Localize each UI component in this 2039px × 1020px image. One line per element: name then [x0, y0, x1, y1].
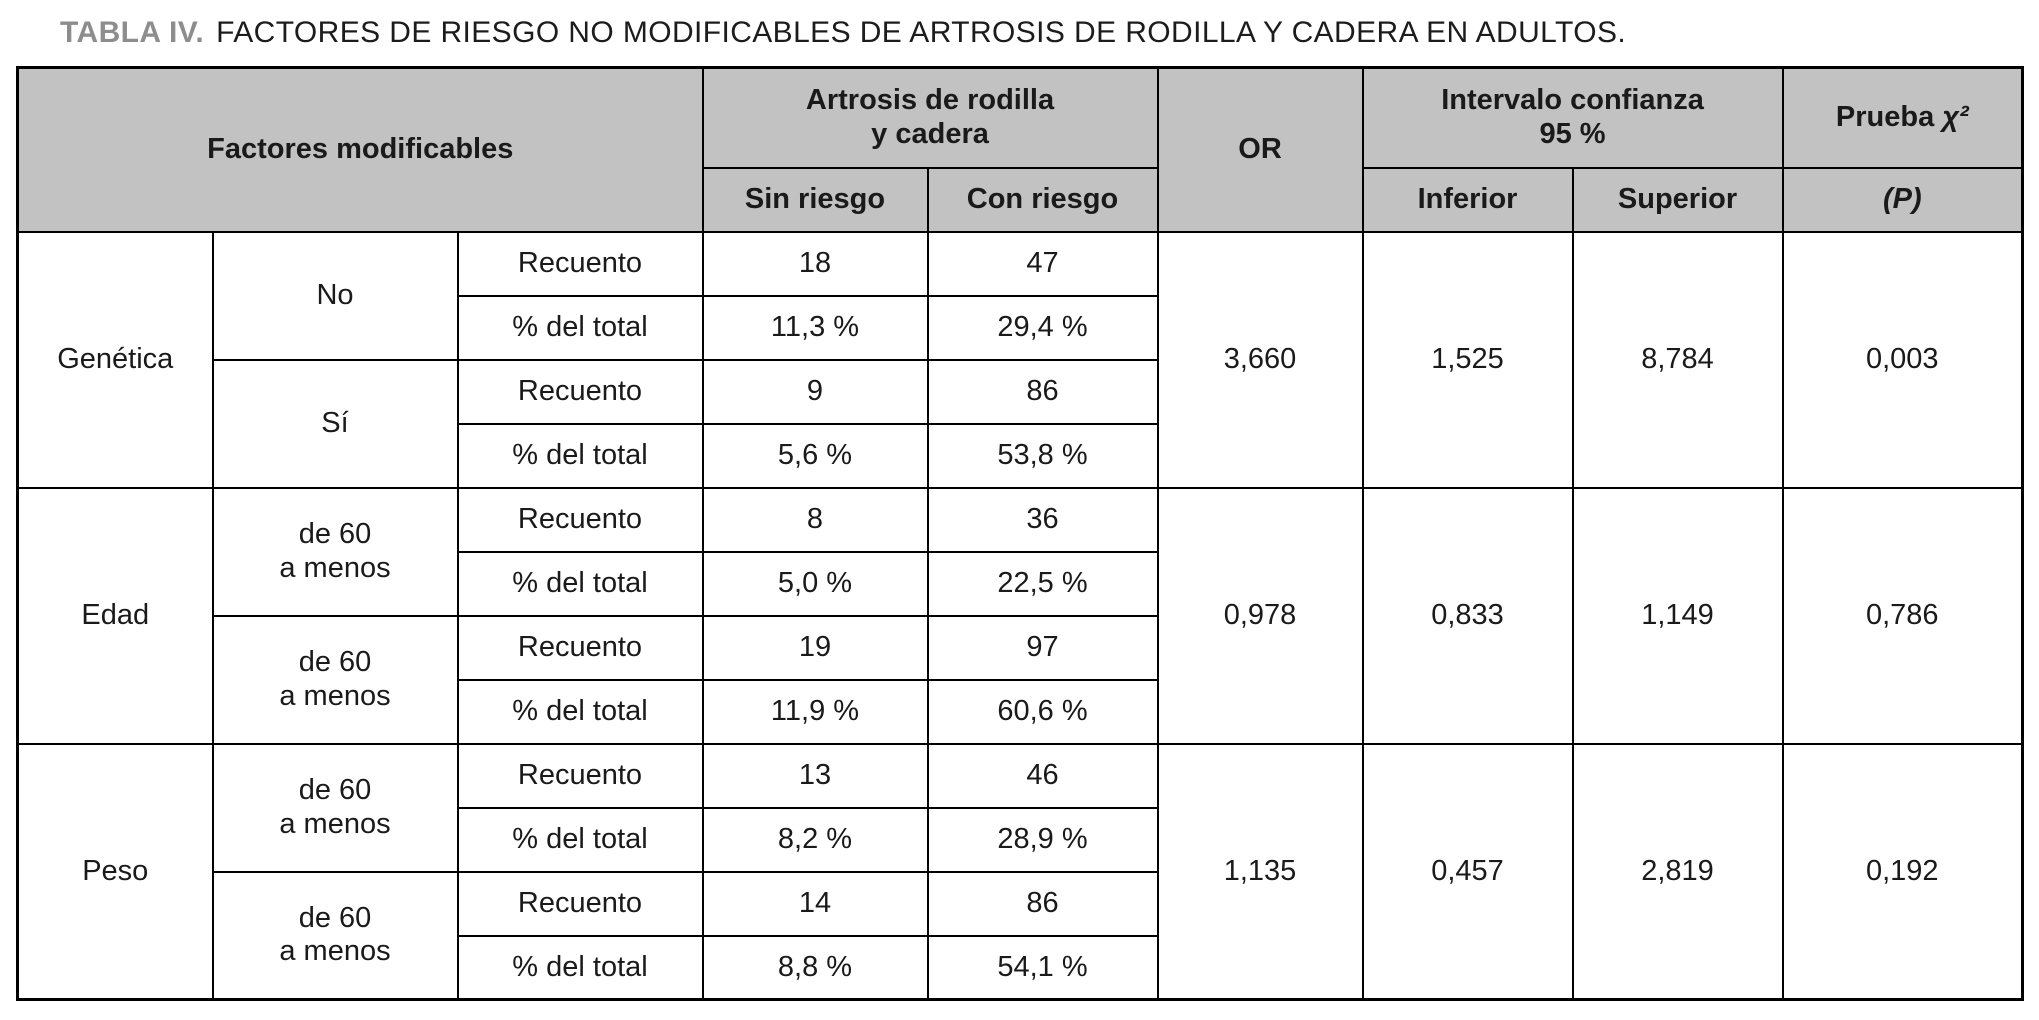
- header-prueba-chi2: Prueba χ²: [1781, 66, 2024, 169]
- group-cell: de 60 a menos: [211, 742, 459, 873]
- stat-label-cell: Recuento: [456, 486, 704, 553]
- value-cell: 60,6 %: [926, 678, 1159, 745]
- header-artrosis-rodilla-cadera: Artrosis de rodilla y cadera: [701, 66, 1159, 169]
- risk-factors-table: Factores modificables Artrosis de rodill…: [16, 66, 2025, 1001]
- value-cell: 11,3 %: [701, 294, 929, 361]
- table-row: % del total 11,9 % 60,6 %: [18, 678, 2023, 745]
- value-cell: 8,2 %: [701, 806, 929, 873]
- value-cell: 19: [701, 614, 929, 681]
- p-value-cell: 0,003: [1781, 230, 2024, 489]
- table-row: Genética No Recuento 18 47 3,660 1,525 8…: [16, 230, 2024, 489]
- stat-label-cell: % del total: [456, 294, 704, 361]
- value-cell: 97: [926, 614, 1159, 681]
- header-sin-riesgo: Sin riesgo: [701, 166, 929, 233]
- chi-squared-symbol: χ²: [1942, 101, 1969, 134]
- stat-label-cell: Recuento: [456, 230, 704, 297]
- header-or: OR: [1156, 66, 1364, 233]
- prueba-word: Prueba: [1835, 101, 1935, 134]
- value-cell: 28,9 %: [926, 806, 1159, 873]
- group-cell: Sí: [211, 358, 459, 489]
- value-cell: 22,5 %: [926, 550, 1159, 617]
- stat-label-cell: Recuento: [456, 614, 704, 681]
- header-p-value: (P): [1781, 166, 2024, 233]
- value-cell: 5,0 %: [701, 550, 929, 617]
- table-caption: TABLA IV. FACTORES DE RIESGO NO MODIFICAB…: [60, 16, 2025, 50]
- ci-lower-cell: 0,457: [1361, 742, 1574, 1001]
- value-cell: 29,4 %: [926, 294, 1159, 361]
- stat-label-cell: % del total: [456, 934, 704, 1001]
- stat-label-cell: % del total: [456, 550, 704, 617]
- group-cell: de 60 a menos: [211, 486, 459, 617]
- table-row: Edad de 60 a menos Recuento 8 36 0,978 0…: [16, 486, 2024, 745]
- value-cell: 86: [926, 358, 1159, 425]
- value-cell: 11,9 %: [701, 678, 929, 745]
- table-row: % del total 5,0 % 22,5 %: [18, 550, 2023, 617]
- value-cell: 86: [926, 870, 1159, 937]
- table-row: de 60 a menos Recuento 19 97: [18, 614, 2023, 745]
- value-cell: 18: [701, 230, 929, 297]
- table-row: % del total 5,6 % 53,8 %: [18, 422, 2023, 489]
- header-inferior: Inferior: [1361, 166, 1574, 233]
- header-factores-modificables: Factores modificables: [16, 66, 704, 233]
- group-cell: de 60 a menos: [211, 870, 459, 1001]
- header-con-riesgo: Con riesgo: [926, 166, 1159, 233]
- table-row: % del total 11,3 % 29,4 %: [18, 294, 2023, 361]
- table-row: de 60 a menos Recuento 14 86: [18, 870, 2023, 1001]
- value-cell: 8,8 %: [701, 934, 929, 1001]
- factor-cell: Edad: [16, 486, 214, 745]
- value-cell: 46: [926, 742, 1159, 809]
- value-cell: 47: [926, 230, 1159, 297]
- header-superior: Superior: [1571, 166, 1784, 233]
- group-cell: de 60 a menos: [211, 614, 459, 745]
- header-row-2: Sin riesgo Con riesgo Inferior Superior …: [18, 166, 2024, 233]
- value-cell: 14: [701, 870, 929, 937]
- stat-label-cell: % del total: [456, 678, 704, 745]
- factor-cell: Genética: [16, 230, 214, 489]
- stat-label-cell: Recuento: [456, 742, 704, 809]
- ci-lower-cell: 0,833: [1361, 486, 1574, 745]
- table-row: % del total 8,2 % 28,9 %: [18, 806, 2023, 873]
- value-cell: 53,8 %: [926, 422, 1159, 489]
- header-row-1: Factores modificables Artrosis de rodill…: [16, 66, 2024, 233]
- factor-cell: Peso: [16, 742, 214, 1001]
- p-value-cell: 0,786: [1781, 486, 2024, 745]
- value-cell: 9: [701, 358, 929, 425]
- value-cell: 36: [926, 486, 1159, 553]
- value-cell: 5,6 %: [701, 422, 929, 489]
- value-cell: 54,1 %: [926, 934, 1159, 1001]
- stat-label-cell: Recuento: [456, 870, 704, 937]
- value-cell: 8: [701, 486, 929, 553]
- ci-upper-cell: 2,819: [1571, 742, 1784, 1001]
- table-row: % del total 8,8 % 54,1 %: [18, 934, 2023, 1001]
- stat-label-cell: % del total: [456, 806, 704, 873]
- table-caption-label: TABLA IV.: [60, 16, 205, 49]
- stat-label-cell: Recuento: [456, 358, 704, 425]
- value-cell: 13: [701, 742, 929, 809]
- or-cell: 3,660: [1156, 230, 1364, 489]
- or-cell: 0,978: [1156, 486, 1364, 745]
- header-intervalo-confianza: Intervalo confianza 95 %: [1361, 66, 1784, 169]
- stat-label-cell: % del total: [456, 422, 704, 489]
- ci-upper-cell: 1,149: [1571, 486, 1784, 745]
- p-value-cell: 0,192: [1781, 742, 2024, 1001]
- table-row: Peso de 60 a menos Recuento 13 46 1,135 …: [16, 742, 2024, 1001]
- or-cell: 1,135: [1156, 742, 1364, 1001]
- table-caption-text: FACTORES DE RIESGO NO MODIFICABLES DE AR…: [216, 16, 1627, 49]
- group-cell: No: [211, 230, 459, 361]
- ci-lower-cell: 1,525: [1361, 230, 1574, 489]
- ci-upper-cell: 8,784: [1571, 230, 1784, 489]
- table-row: Sí Recuento 9 86: [18, 358, 2023, 489]
